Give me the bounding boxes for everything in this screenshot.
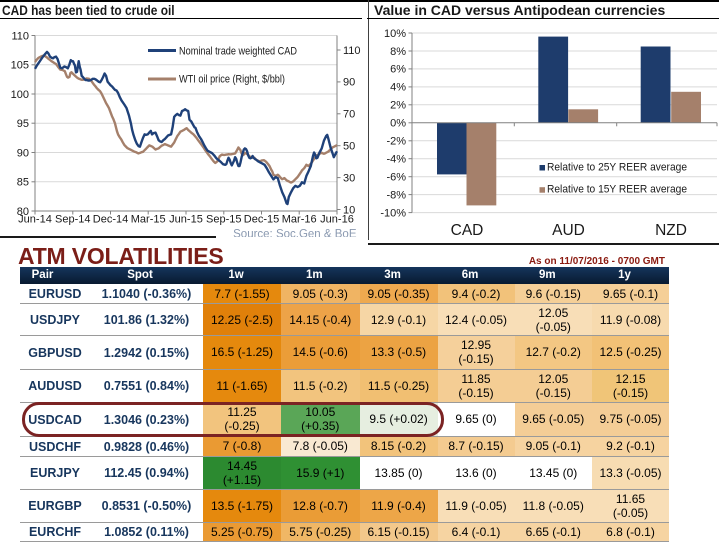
svg-text:110: 110	[343, 45, 361, 57]
svg-text:Dec-15: Dec-15	[244, 214, 279, 226]
svg-text:-4%: -4%	[386, 154, 406, 166]
svg-text:Sep-14: Sep-14	[55, 214, 90, 226]
svg-text:4%: 4%	[390, 82, 406, 94]
svg-text:80: 80	[17, 206, 29, 218]
svg-text:Source: Soc.Gen & BoE: Source: Soc.Gen & BoE	[233, 228, 357, 237]
svg-text:-10%: -10%	[380, 207, 406, 219]
svg-text:NZD: NZD	[655, 222, 687, 237]
svg-text:AUD: AUD	[552, 222, 585, 237]
svg-text:70: 70	[343, 109, 355, 121]
svg-text:Relative to 25Y REER average: Relative to 25Y REER average	[547, 161, 687, 173]
svg-text:Relative to 15Y REER average: Relative to 15Y REER average	[547, 184, 687, 196]
svg-text:Jun-15: Jun-15	[169, 214, 203, 226]
svg-text:Sep-15: Sep-15	[206, 214, 241, 226]
svg-text:Mar-15: Mar-15	[131, 214, 166, 226]
svg-text:Jun-14: Jun-14	[18, 214, 52, 226]
svg-text:105: 105	[11, 60, 29, 72]
svg-text:110: 110	[11, 30, 29, 42]
svg-text:-8%: -8%	[386, 189, 406, 201]
svg-text:30: 30	[343, 172, 355, 184]
svg-text:Nominal trade weighted CAD: Nominal trade weighted CAD	[179, 45, 297, 57]
svg-text:8%: 8%	[390, 46, 406, 58]
svg-text:50: 50	[343, 141, 355, 153]
svg-text:Mar-16: Mar-16	[282, 214, 317, 226]
svg-text:CAD: CAD	[451, 222, 484, 237]
svg-text:Dec-14: Dec-14	[93, 214, 128, 226]
svg-text:Jun-16: Jun-16	[320, 214, 354, 226]
svg-text:10: 10	[343, 204, 355, 216]
svg-text:10%: 10%	[384, 28, 406, 40]
svg-text:-6%: -6%	[386, 172, 406, 184]
svg-text:90: 90	[343, 77, 355, 89]
svg-text:6%: 6%	[390, 64, 406, 76]
svg-text:85: 85	[17, 177, 29, 189]
svg-text:0%: 0%	[390, 118, 406, 130]
svg-text:-2%: -2%	[386, 136, 406, 148]
svg-text:WTI oil price (Right, $/bbl): WTI oil price (Right, $/bbl)	[179, 74, 285, 86]
svg-text:2%: 2%	[390, 100, 406, 112]
svg-text:100: 100	[11, 89, 29, 101]
svg-text:95: 95	[17, 118, 29, 130]
svg-text:90: 90	[17, 147, 29, 159]
